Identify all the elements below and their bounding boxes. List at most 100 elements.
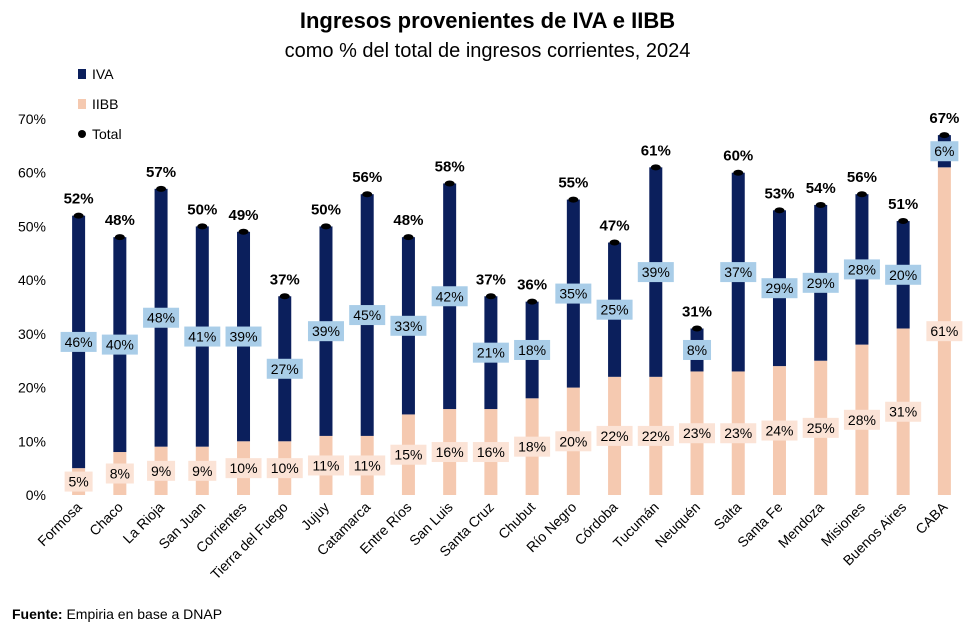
iibb-data-label-box: [679, 423, 716, 444]
iva-data-label-box: [60, 331, 97, 352]
total-data-label: 50%: [187, 201, 217, 218]
legend-iva-label: IVA: [92, 66, 114, 82]
iibb-data-label: 11%: [312, 457, 339, 473]
iibb-data-label-box: [105, 463, 134, 484]
bar-group: 20% 35% 55%: [555, 175, 592, 495]
iva-data-label-box: [761, 278, 798, 299]
bar-group: 11% 45% 56%: [349, 169, 386, 495]
iva-data-label: 28%: [848, 261, 876, 277]
iva-data-label: 46%: [65, 334, 93, 350]
iibb-data-label: 9%: [192, 463, 212, 479]
iva-data-label: 8%: [687, 342, 707, 358]
iibb-data-label: 16%: [436, 444, 464, 460]
iibb-data-label: 22%: [601, 428, 629, 444]
total-data-label: 49%: [229, 207, 259, 224]
total-marker: [568, 196, 579, 203]
x-tick-label: Chaco: [86, 499, 126, 539]
iva-data-label: 29%: [807, 275, 835, 291]
total-data-label: 51%: [888, 196, 918, 213]
iva-data-label: 37%: [724, 264, 752, 280]
iibb-data-label: 5%: [68, 474, 88, 490]
iibb-data-label: 23%: [683, 425, 711, 441]
bar-group: 16% 42% 58%: [431, 158, 468, 495]
y-tick-label: 20%: [18, 380, 46, 396]
iibb-data-label: 22%: [642, 428, 670, 444]
iva-data-label: 6%: [934, 143, 954, 159]
iibb-data-label: 18%: [518, 439, 546, 455]
total-marker: [320, 223, 331, 230]
bar-group: 8% 40% 48%: [101, 212, 138, 495]
total-data-label: 58%: [435, 158, 465, 175]
bar-group: 23% 37% 60%: [720, 148, 757, 495]
iva-data-label-box: [885, 264, 922, 285]
total-marker: [939, 132, 950, 139]
total-data-label: 37%: [476, 271, 506, 288]
iva-data-label-box: [349, 305, 386, 326]
total-data-label: 67%: [929, 110, 959, 127]
total-marker: [362, 191, 373, 198]
total-data-label: 53%: [764, 185, 794, 202]
iva-data-label-box: [514, 339, 551, 360]
iva-data-label-box: [843, 259, 880, 280]
total-marker: [238, 228, 249, 235]
x-tick-label: Jujuy: [298, 499, 332, 533]
x-tick-label: Salta: [710, 499, 744, 533]
total-data-label: 60%: [723, 148, 753, 165]
total-data-label: 61%: [641, 142, 671, 159]
bar-group: 10% 27% 37%: [266, 271, 303, 495]
total-marker: [403, 234, 414, 241]
iibb-data-label-box: [720, 423, 757, 444]
iibb-data-label: 8%: [110, 466, 130, 482]
x-tick-label: Tucumán: [610, 499, 662, 551]
y-tick-label: 50%: [18, 218, 46, 234]
legend-total-label: Total: [92, 126, 122, 142]
iva-data-label: 27%: [271, 361, 299, 377]
iva-data-label-box: [431, 286, 468, 307]
y-axis: 0% 10% 20% 30% 40% 50% 60% 70%: [18, 111, 46, 503]
x-tick-label: Formosa: [34, 499, 85, 550]
iva-data-label: 40%: [106, 337, 134, 353]
iibb-data-label-box: [555, 431, 592, 452]
iva-data-label-box: [184, 326, 221, 347]
iva-data-label: 45%: [353, 307, 381, 323]
total-data-label: 57%: [146, 164, 176, 181]
bar-group: 11% 39% 50%: [307, 201, 344, 495]
total-data-label: 52%: [64, 191, 94, 208]
iibb-data-label-box: [885, 401, 922, 422]
total-data-label: 36%: [517, 277, 547, 294]
total-data-label: 50%: [311, 201, 341, 218]
bar-group: 22% 25% 47%: [596, 218, 633, 495]
bar-group: 9% 41% 50%: [184, 201, 221, 495]
iva-data-label-box: [555, 283, 592, 304]
legend: IVA IIBB Total: [78, 66, 122, 142]
legend-iibb-label: IIBB: [92, 96, 118, 112]
source-label: Fuente:: [12, 606, 63, 622]
iibb-data-label: 25%: [807, 420, 835, 436]
bar-group: 22% 39% 61%: [637, 142, 674, 495]
iibb-data-label-box: [147, 460, 176, 481]
iva-data-label-box: [720, 262, 757, 283]
iva-data-label: 25%: [601, 302, 629, 318]
iva-data-label-box: [683, 339, 712, 360]
total-data-label: 37%: [270, 271, 300, 288]
legend-iibb-swatch: [78, 99, 86, 109]
bar-group: 24% 29% 53%: [761, 185, 798, 495]
y-tick-label: 70%: [18, 111, 46, 127]
bar-group: 9% 48% 57%: [143, 164, 180, 495]
bars: 5% 46% 52% 8% 40% 48% 9% 48% 57% 9% 41% 50% 10% 39% 49…: [60, 110, 963, 496]
iibb-data-label-box: [843, 409, 880, 430]
total-data-label: 56%: [847, 169, 877, 186]
iibb-data-label-box: [390, 444, 427, 465]
total-marker: [279, 293, 290, 300]
iva-data-label: 42%: [436, 288, 464, 304]
total-marker: [692, 325, 703, 332]
iibb-data-label-box: [307, 455, 344, 476]
iibb-data-label-box: [225, 458, 262, 479]
total-marker: [156, 185, 167, 192]
y-tick-label: 40%: [18, 272, 46, 288]
iibb-data-label-box: [431, 442, 468, 463]
y-tick-label: 60%: [18, 165, 46, 181]
total-data-label: 56%: [352, 169, 382, 186]
iva-data-label: 21%: [477, 345, 505, 361]
total-data-label: 55%: [558, 175, 588, 192]
